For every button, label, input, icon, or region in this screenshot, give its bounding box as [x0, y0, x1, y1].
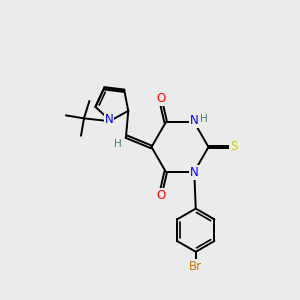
Text: N: N — [190, 167, 199, 179]
Text: N: N — [104, 113, 113, 126]
Text: N: N — [190, 114, 199, 127]
Text: O: O — [157, 189, 166, 202]
Text: Br: Br — [189, 260, 202, 273]
Text: O: O — [157, 92, 166, 105]
Text: H: H — [114, 139, 122, 149]
Text: S: S — [230, 140, 237, 154]
Text: H: H — [200, 114, 208, 124]
